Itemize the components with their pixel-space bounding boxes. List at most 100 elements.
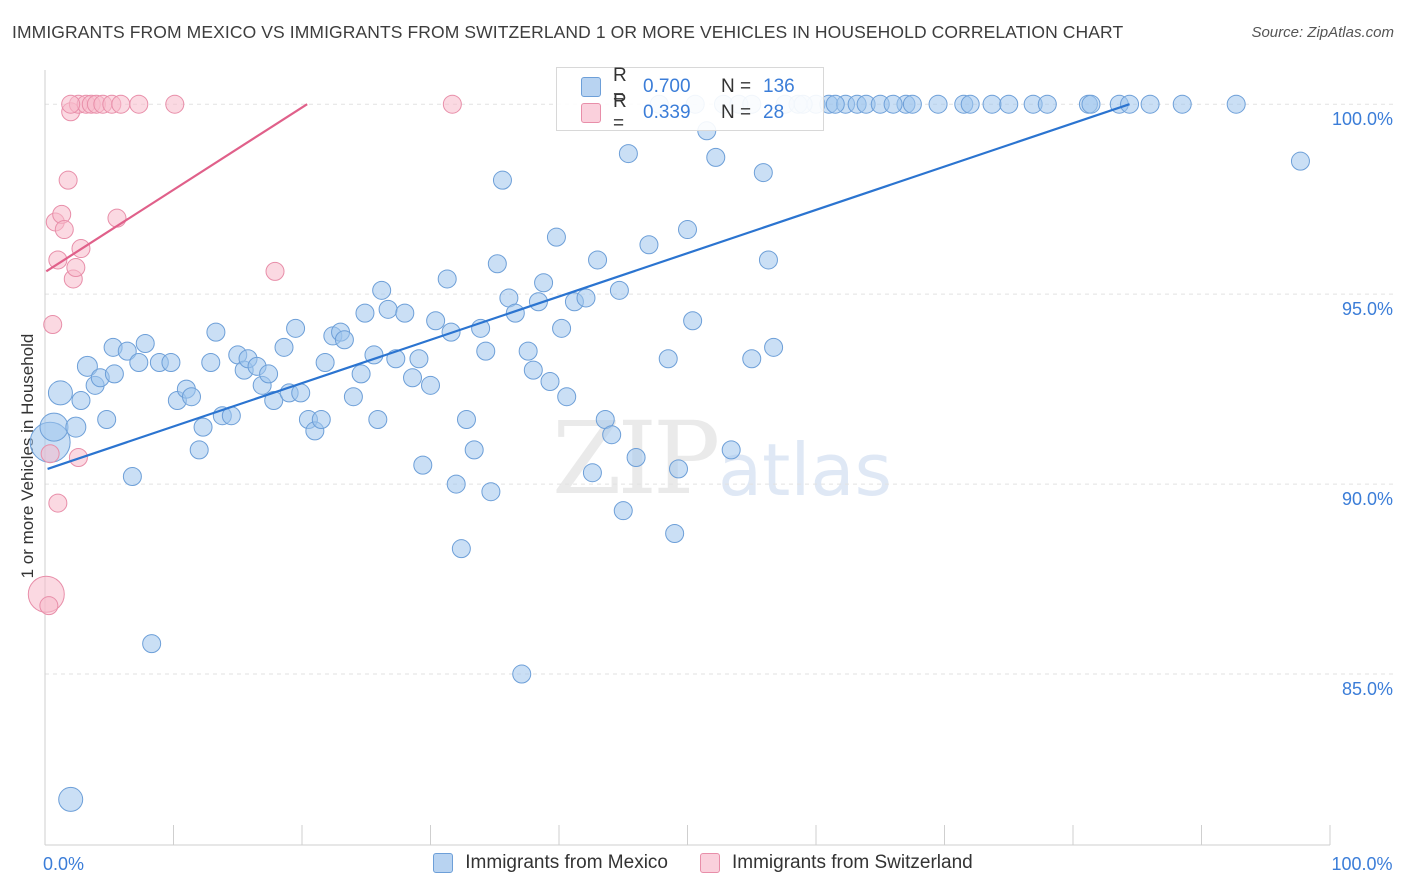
switzerland-r-label: R =	[613, 91, 627, 134]
mexico-point	[409, 349, 429, 369]
mexico-point	[552, 318, 572, 338]
mexico-point	[1037, 94, 1057, 114]
mexico-point	[582, 463, 602, 483]
mexico-point	[1081, 94, 1101, 114]
switzerland-point	[107, 208, 127, 228]
mexico-trend-line	[47, 103, 1130, 470]
mexico-r-value: 0.700	[643, 76, 691, 97]
mexico-point	[274, 337, 294, 357]
mexico-point	[928, 94, 948, 114]
mexico-point	[259, 364, 279, 384]
y-tick-label: 95.0%	[1342, 299, 1393, 319]
mexico-point	[764, 337, 784, 357]
mexico-point	[456, 410, 476, 430]
mexico-point	[181, 387, 201, 407]
mexico-point	[65, 416, 87, 438]
mexico-point	[426, 311, 446, 331]
switzerland-point	[165, 94, 185, 114]
mexico-point	[721, 440, 741, 460]
mexico-point	[206, 322, 226, 342]
mexico-point	[104, 364, 124, 384]
mexico-point	[386, 349, 406, 369]
mexico-point	[311, 410, 331, 430]
mexico-point	[883, 94, 903, 114]
mexico-point	[201, 353, 221, 373]
legend-item-mexico[interactable]: Immigrants from Mexico	[433, 852, 668, 874]
mexico-point	[609, 280, 629, 300]
mexico-point	[47, 380, 73, 406]
mexico-point	[523, 360, 543, 380]
mexico-point	[413, 455, 433, 475]
legend-swatch-switzerland	[699, 853, 720, 873]
switzerland-point	[442, 94, 462, 114]
stats-row-mexico: R = 0.700 N = 136	[581, 65, 795, 108]
mexico-r-label: R =	[613, 65, 627, 108]
mexico-point	[742, 349, 762, 369]
switzerland-point	[58, 170, 78, 190]
legend-item-switzerland[interactable]: Immigrants from Switzerland	[699, 852, 973, 874]
watermark-atlas: atlas	[718, 428, 892, 512]
switzerland-point	[48, 250, 68, 270]
mexico-point	[135, 334, 155, 354]
mexico-point	[960, 94, 980, 114]
mexico-point	[76, 355, 98, 377]
mexico-point	[334, 330, 354, 350]
switzerland-point	[66, 258, 86, 278]
switzerland-point	[111, 94, 131, 114]
y-tick-label: 100.0%	[1332, 109, 1393, 129]
switzerland-point	[54, 220, 74, 240]
mexico-point	[39, 412, 69, 442]
mexico-point	[378, 299, 398, 319]
mexico-point	[492, 170, 512, 190]
switzerland-point	[40, 444, 60, 464]
mexico-point	[658, 349, 678, 369]
stats-row-switzerland: R = 0.339 N = 28	[581, 91, 785, 134]
mexico-point	[97, 410, 117, 430]
mexico-point	[315, 353, 335, 373]
mexico-point	[286, 318, 306, 338]
switzerland-n-value: 28	[763, 102, 785, 123]
switzerland-point	[48, 493, 68, 513]
mexico-point	[1226, 94, 1246, 114]
mexico-point	[476, 341, 496, 361]
x-tick-label: 0.0%	[43, 854, 84, 874]
mexico-point	[982, 94, 1002, 114]
mexico-point	[446, 474, 466, 494]
switzerland-point	[265, 261, 285, 281]
mexico-point	[421, 375, 440, 395]
mexico-n-label: N =	[721, 76, 752, 97]
mexico-point	[602, 425, 622, 445]
stats-legend: R = 0.700 N = 136 R = 0.339 N = 28	[556, 65, 824, 134]
mexico-point	[71, 391, 91, 411]
mexico-point	[189, 440, 209, 460]
mexico-point	[512, 664, 532, 684]
mexico-point	[546, 227, 566, 247]
mexico-point	[669, 459, 689, 479]
mexico-point	[58, 786, 84, 812]
series-legend: Immigrants from Mexico Immigrants from S…	[0, 852, 1406, 874]
switzerland-r-value: 0.339	[643, 102, 691, 123]
mexico-point	[368, 410, 388, 430]
mexico-point	[161, 353, 181, 373]
mexico-point	[1140, 94, 1160, 114]
mexico-point	[464, 440, 484, 460]
mexico-point	[451, 539, 471, 559]
chart-source: Source: ZipAtlas.com	[1251, 24, 1394, 41]
mexico-point	[576, 288, 596, 308]
mexico-point	[706, 147, 726, 167]
mexico-point	[117, 341, 137, 361]
mexico-point	[1172, 94, 1192, 114]
legend-label-mexico: Immigrants from Mexico	[465, 852, 668, 873]
mexico-point	[142, 634, 162, 654]
mexico-point	[999, 94, 1019, 114]
mexico-point	[481, 482, 501, 502]
switzerland-point	[129, 94, 149, 114]
mexico-point	[193, 417, 213, 437]
mexico-point	[758, 250, 778, 270]
chart-title: IMMIGRANTS FROM MEXICO VS IMMIGRANTS FRO…	[12, 22, 1124, 42]
mexico-point	[588, 250, 608, 270]
mexico-point	[351, 364, 371, 384]
mexico-point	[665, 523, 685, 543]
mexico-point	[534, 273, 554, 293]
